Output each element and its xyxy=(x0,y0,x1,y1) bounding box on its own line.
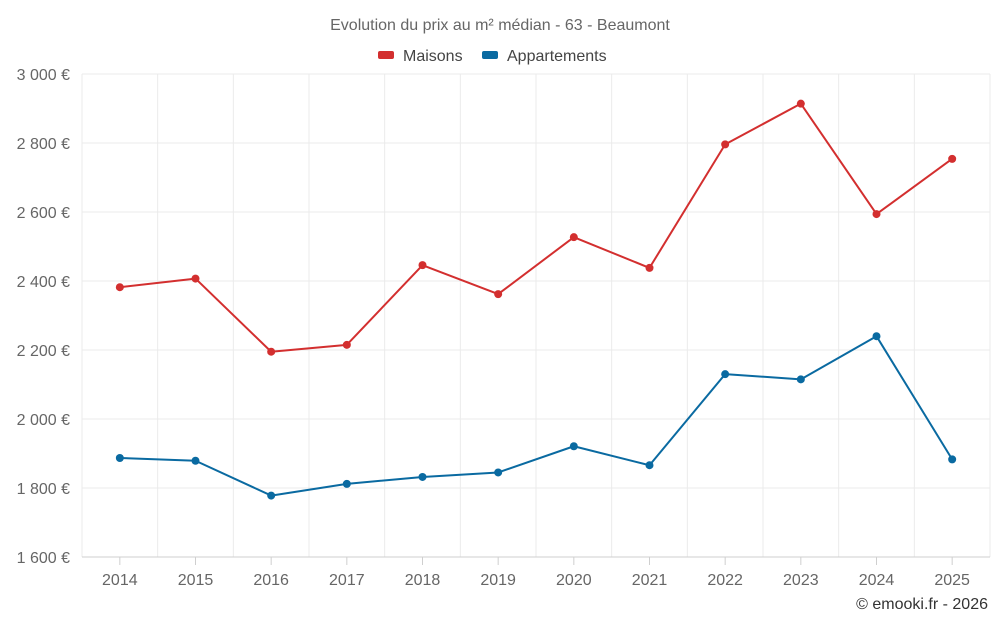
data-point-maisons[interactable] xyxy=(796,99,805,108)
x-tick-label: 2017 xyxy=(329,572,365,589)
legend-label-appartements: Appartements xyxy=(507,48,607,65)
chart-title: Evolution du prix au m² médian - 63 - Be… xyxy=(330,17,670,34)
y-tick-label: 1 800 € xyxy=(17,481,70,498)
data-point-maisons[interactable] xyxy=(115,283,124,292)
data-point-appartements[interactable] xyxy=(721,370,730,379)
data-point-appartements[interactable] xyxy=(267,491,276,500)
x-tick-label: 2018 xyxy=(405,572,441,589)
axes: 1 600 € 1 800 € 2 000 € 2 200 € 2 400 € 2 600… xyxy=(17,67,990,589)
x-tick-label: 2016 xyxy=(253,572,289,589)
series xyxy=(115,99,957,500)
grid xyxy=(81,73,991,557)
x-tick-label: 2022 xyxy=(707,572,743,589)
x-tick-label: 2020 xyxy=(556,572,592,589)
data-point-appartements[interactable] xyxy=(418,472,427,481)
x-tick-label: 2019 xyxy=(480,572,516,589)
data-point-appartements[interactable] xyxy=(569,442,578,451)
data-point-appartements[interactable] xyxy=(645,461,654,470)
data-point-maisons[interactable] xyxy=(872,210,881,219)
y-tick-label: 2 600 € xyxy=(17,205,70,222)
data-point-appartements[interactable] xyxy=(796,375,805,384)
legend-swatch-maisons xyxy=(378,51,394,59)
data-point-maisons[interactable] xyxy=(342,340,351,349)
data-point-maisons[interactable] xyxy=(569,233,578,242)
data-point-appartements[interactable] xyxy=(872,332,881,341)
data-point-appartements[interactable] xyxy=(191,456,200,465)
y-tick-label: 2 400 € xyxy=(17,274,70,291)
y-tick-label: 2 800 € xyxy=(17,136,70,153)
x-tick-label: 2024 xyxy=(859,572,895,589)
data-point-appartements[interactable] xyxy=(342,479,351,488)
data-point-maisons[interactable] xyxy=(645,263,654,272)
data-point-maisons[interactable] xyxy=(267,347,276,356)
data-point-appartements[interactable] xyxy=(948,455,957,464)
credit-text: © emooki.fr - 2026 xyxy=(856,596,988,613)
data-point-maisons[interactable] xyxy=(191,274,200,283)
data-point-maisons[interactable] xyxy=(494,290,503,299)
y-tick-label: 2 200 € xyxy=(17,343,70,360)
x-tick-label: 2021 xyxy=(632,572,668,589)
series-line-appartements xyxy=(119,335,954,497)
x-tick-label: 2023 xyxy=(783,572,819,589)
data-point-appartements[interactable] xyxy=(115,453,124,462)
series-line-maisons xyxy=(119,102,953,353)
legend-item-maisons[interactable]: Maisons xyxy=(378,48,463,65)
x-tick-label: 2015 xyxy=(178,572,214,589)
legend[interactable]: Maisons Appartements xyxy=(378,48,607,65)
x-tick-label: 2025 xyxy=(934,572,970,589)
y-tick-label: 3 000 € xyxy=(17,67,70,84)
y-tick-label: 1 600 € xyxy=(17,550,70,567)
data-point-maisons[interactable] xyxy=(721,140,730,149)
x-tick-label: 2014 xyxy=(102,572,138,589)
legend-swatch-appartements xyxy=(482,51,498,59)
data-point-appartements[interactable] xyxy=(494,468,503,477)
data-point-maisons[interactable] xyxy=(418,261,427,270)
legend-item-appartements[interactable]: Appartements xyxy=(482,48,607,65)
data-point-maisons[interactable] xyxy=(948,154,957,163)
legend-label-maisons: Maisons xyxy=(403,48,463,65)
y-tick-label: 2 000 € xyxy=(17,412,70,429)
